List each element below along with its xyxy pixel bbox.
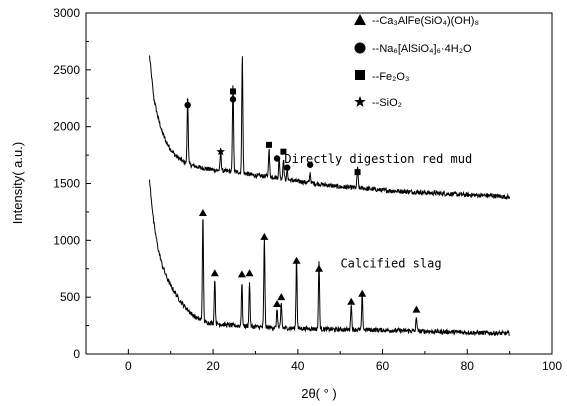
plot-frame: [85, 12, 553, 355]
circle-marker: [184, 101, 191, 109]
y-tick-label: 1500: [53, 177, 80, 191]
x-axis-title: 2θ( ° ): [301, 386, 337, 401]
x-tick-label: 20: [206, 359, 220, 373]
legend-label-0: --Ca₃AlFe(SiO₄)(OH)₈: [372, 15, 479, 27]
triangle-marker: [273, 299, 282, 307]
circle-marker: [306, 161, 314, 168]
circle-marker: [273, 155, 281, 162]
square-marker: [354, 169, 361, 176]
square-marker: [280, 148, 287, 155]
triangle-marker: [260, 232, 269, 240]
annotation-1: Calcified slag: [340, 257, 441, 271]
star-icon: [354, 96, 366, 107]
legend-label-2: --Fe₂O₃: [372, 71, 409, 83]
y-axis-title: Intensity( a.u.): [10, 142, 25, 224]
square-marker: [266, 141, 273, 148]
triangle-marker: [277, 293, 286, 301]
triangle-marker: [315, 264, 323, 272]
square-icon: [355, 70, 365, 80]
y-tick-label: 3000: [53, 6, 80, 20]
triangle-marker: [412, 305, 421, 313]
triangle-icon: [354, 14, 366, 25]
legend-item-2: --Fe₂O₃: [355, 70, 409, 83]
star-marker: [216, 147, 225, 156]
triangle-marker: [358, 289, 367, 297]
square-marker: [230, 88, 237, 95]
series-line-0: [149, 55, 510, 200]
y-tick-label: 2500: [53, 63, 80, 77]
annotation-0: Directly digestion red mud: [284, 152, 472, 166]
y-tick-label: 0: [73, 347, 80, 361]
legend-item-1: --Na₆[AlSiO₄]₆·4H₂O: [354, 42, 472, 55]
y-tick-label: 2000: [53, 120, 80, 134]
series-lines: [149, 55, 510, 337]
y-tick-label: 1000: [53, 233, 80, 247]
triangle-marker: [210, 269, 219, 277]
circle-icon: [354, 42, 366, 54]
triangle-marker: [237, 270, 246, 278]
x-tick-label: 80: [461, 359, 475, 373]
legend-item-0: --Ca₃AlFe(SiO₄)(OH)₈: [354, 14, 479, 27]
legend-item-3: --SiO₂: [354, 96, 402, 109]
legend-label-1: --Na₆[AlSiO₄]₆·4H₂O: [372, 43, 472, 55]
phase-markers: [184, 88, 421, 313]
x-tick-label: 0: [125, 359, 132, 373]
circle-marker: [229, 96, 237, 103]
triangle-marker: [292, 256, 301, 264]
legend-label-3: --SiO₂: [372, 97, 402, 109]
triangle-marker: [245, 269, 254, 277]
x-tick-label: 100: [542, 359, 562, 373]
x-tick-label: 60: [376, 359, 390, 373]
triangle-marker: [198, 209, 207, 217]
legend: --Ca₃AlFe(SiO₄)(OH)₈ --Na₆[AlSiO₄]₆·4H₂O…: [354, 14, 479, 109]
triangle-marker: [347, 297, 356, 305]
x-tick-label: 40: [291, 359, 305, 373]
y-tick-label: 500: [60, 290, 80, 304]
circle-marker: [284, 164, 291, 171]
series-line-1: [149, 179, 510, 337]
annotations: Directly digestion red mud Calcified slag: [284, 152, 472, 271]
